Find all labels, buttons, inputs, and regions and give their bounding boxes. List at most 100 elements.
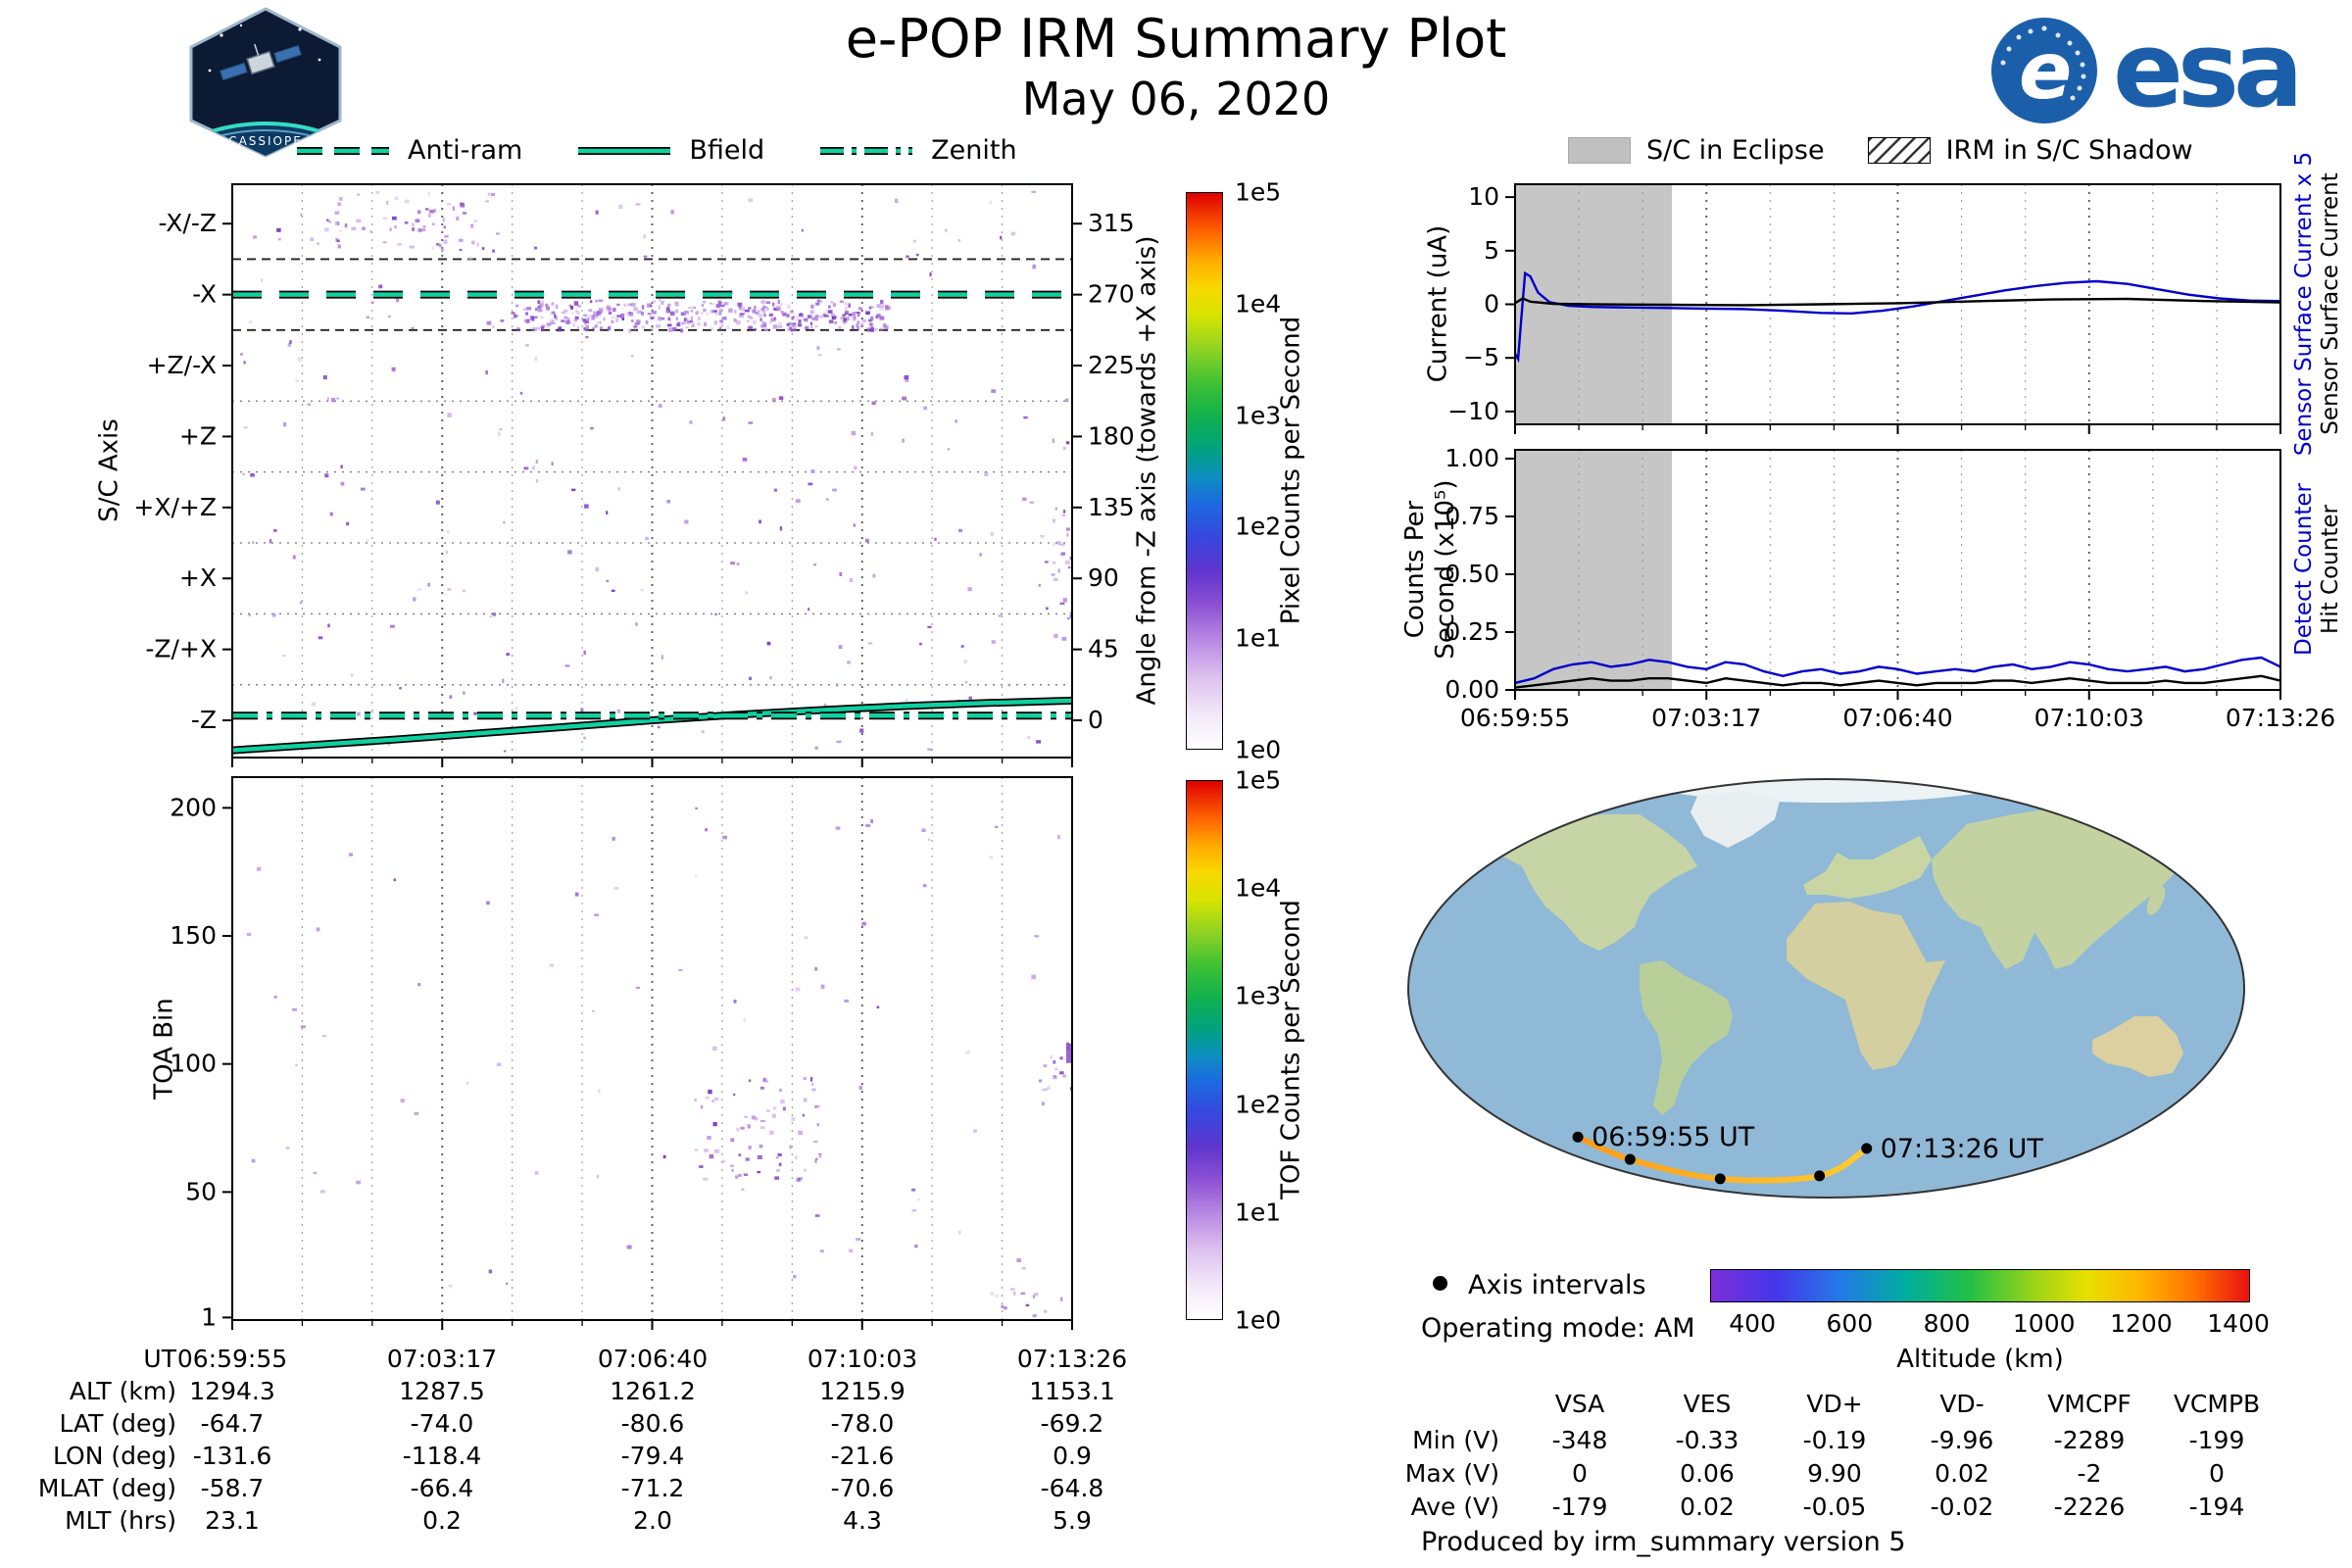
counts-tick-label: 0.75 [1445, 502, 1499, 530]
angle-tick-label: 270 [1088, 280, 1135, 309]
colorbar-tick-label: 1e3 [1235, 401, 1282, 430]
patch-art [191, 24, 340, 156]
toa-tick-label: 150 [170, 921, 217, 950]
voltage-value: 0.02 [1935, 1459, 1989, 1488]
altitude-tick-label: 400 [1729, 1309, 1776, 1338]
voltage-column-header: VES [1683, 1390, 1732, 1418]
legend-zenith-label: Zenith [931, 135, 1017, 166]
ephemeris-row-label: LAT (deg) [59, 1409, 176, 1438]
sc-axis-band-label: +X [179, 564, 217, 592]
colorbar-tick-label: 1e5 [1235, 177, 1282, 207]
current-tick-label: 5 [1484, 236, 1499, 265]
current-tick-label: −10 [1447, 397, 1499, 425]
angle-tick-label: 315 [1088, 209, 1135, 237]
voltage-value: -2226 [2053, 1493, 2126, 1521]
esa-logo: e esa [1989, 16, 2304, 125]
altitude-tick-label: 1000 [2012, 1309, 2076, 1338]
ephemeris-value: 0.2 [422, 1506, 462, 1535]
ephemeris-value: 1153.1 [1029, 1377, 1115, 1405]
counts-tick-label: 0.50 [1445, 560, 1499, 588]
ephemeris-value: 2.0 [633, 1506, 672, 1535]
shadow-label: IRM in S/C Shadow [1945, 135, 2193, 166]
time-tick-label: 07:10:03 [2034, 704, 2144, 732]
voltage-value: -348 [1551, 1426, 1608, 1454]
angle-tick-label: 0 [1088, 706, 1103, 734]
legend-eclipse: S/C in Eclipse [1568, 135, 1825, 166]
bfield-line-sample [578, 146, 671, 155]
voltage-row-label: Max (V) [1404, 1459, 1499, 1488]
zenith-line-sample [820, 146, 913, 155]
ephemeris-row-label: MLAT (deg) [37, 1474, 176, 1502]
ephemeris-value: 5.9 [1053, 1506, 1092, 1535]
ephemeris-value: -69.2 [1040, 1409, 1104, 1438]
continent-europe [1803, 836, 1932, 899]
ephemeris-value: 4.3 [843, 1506, 882, 1535]
current-tick-label: 10 [1468, 182, 1499, 211]
sc-axis-band-label: +Z [179, 421, 217, 450]
axis-interval-dot [1624, 1153, 1636, 1165]
voltage-value: 0.06 [1680, 1459, 1735, 1488]
counts-tick-label: 1.00 [1445, 444, 1499, 472]
continent-south-america [1640, 960, 1733, 1115]
voltage-value: 0 [2209, 1459, 2225, 1488]
track-end-label: 07:13:26 UT [1881, 1134, 2044, 1164]
ephemeris-value: 07:10:03 [807, 1345, 918, 1373]
continent-africa [1787, 902, 1945, 1070]
ephemeris-value: 1294.3 [189, 1377, 275, 1405]
altitude-colorbar [1710, 1269, 2250, 1302]
legend-shadow: IRM in S/C Shadow [1867, 135, 2193, 166]
eclipse-swatch [1568, 137, 1631, 164]
angle-tick-label: 135 [1088, 493, 1135, 521]
toa-tick-label: 50 [185, 1177, 217, 1205]
voltage-column-header: VCMPB [2173, 1390, 2261, 1418]
ephemeris-value: -66.4 [410, 1474, 474, 1502]
ephemeris-value: -131.6 [192, 1442, 272, 1470]
time-tick-label: 07:03:17 [1651, 704, 1761, 732]
current-tick-label: −5 [1463, 343, 1499, 371]
axis-interval-dot [1814, 1170, 1826, 1182]
eclipse-label: S/C in Eclipse [1646, 135, 1825, 166]
sc-axis-plot: -X/-Z 315 -X 270 +Z/-X 225 +Z 180 +X/+Z 135 +X 90 -Z… [133, 183, 1135, 767]
track-start-label: 06:59:55 UT [1592, 1122, 1755, 1152]
axis-intervals-marker-icon [1433, 1276, 1447, 1291]
ephemeris-value: 1261.2 [610, 1377, 696, 1405]
current-tick-label: 0 [1484, 290, 1499, 318]
voltage-row-label: Ave (V) [1410, 1493, 1499, 1521]
pixel-counts-colorbar [1186, 192, 1223, 750]
pointing-overlays [232, 290, 1072, 755]
axis-interval-dot [1861, 1143, 1873, 1154]
arctic-cap [1621, 779, 2033, 803]
altitude-tick-label: 600 [1826, 1309, 1874, 1338]
colorbar-tick-label: 1e2 [1235, 1090, 1282, 1119]
series-sensor-surface-current-x-5 [1515, 270, 2280, 364]
voltage-value: 0 [1572, 1459, 1588, 1488]
world-map: 06:59:55 UT 07:13:26 UT [1407, 778, 2245, 1199]
ephemeris-row-label: LON (deg) [53, 1442, 176, 1470]
altitude-tick-label: 1400 [2207, 1309, 2270, 1338]
tof-noise-layer [246, 807, 1072, 1318]
colorbar-tick-label: 1e4 [1235, 873, 1282, 903]
ephemeris-value: -118.4 [402, 1442, 482, 1470]
tof-counts-colorbar [1186, 780, 1223, 1320]
sc-axis-band-label: -X/-Z [159, 209, 217, 237]
voltage-value: -9.96 [1930, 1426, 1994, 1454]
voltage-column-header: VD+ [1806, 1390, 1863, 1418]
ephemeris-value: -21.6 [830, 1442, 895, 1470]
colorbar-tick-label: 1e0 [1235, 1305, 1282, 1335]
ephemeris-row-label: MLT (hrs) [65, 1506, 176, 1535]
voltage-value: -2 [2077, 1459, 2102, 1488]
toa-plot: 200 150 100 50 1 [170, 776, 1073, 1331]
axis-intervals-label: Axis intervals [1468, 1270, 1646, 1300]
japan [2146, 886, 2166, 915]
ephemeris-value: 06:59:55 [176, 1345, 288, 1373]
ephemeris-value: -78.0 [830, 1409, 895, 1438]
voltage-value: -0.33 [1675, 1426, 1740, 1454]
toa-tick-label: 200 [170, 793, 217, 821]
ephemeris-row-label: UT [143, 1345, 176, 1373]
ephemeris-value: -70.6 [830, 1474, 895, 1502]
sc-axis-band-label: +Z/-X [147, 351, 217, 379]
voltage-column-header: VD- [1939, 1390, 1984, 1418]
map-outline [1407, 778, 2245, 1199]
